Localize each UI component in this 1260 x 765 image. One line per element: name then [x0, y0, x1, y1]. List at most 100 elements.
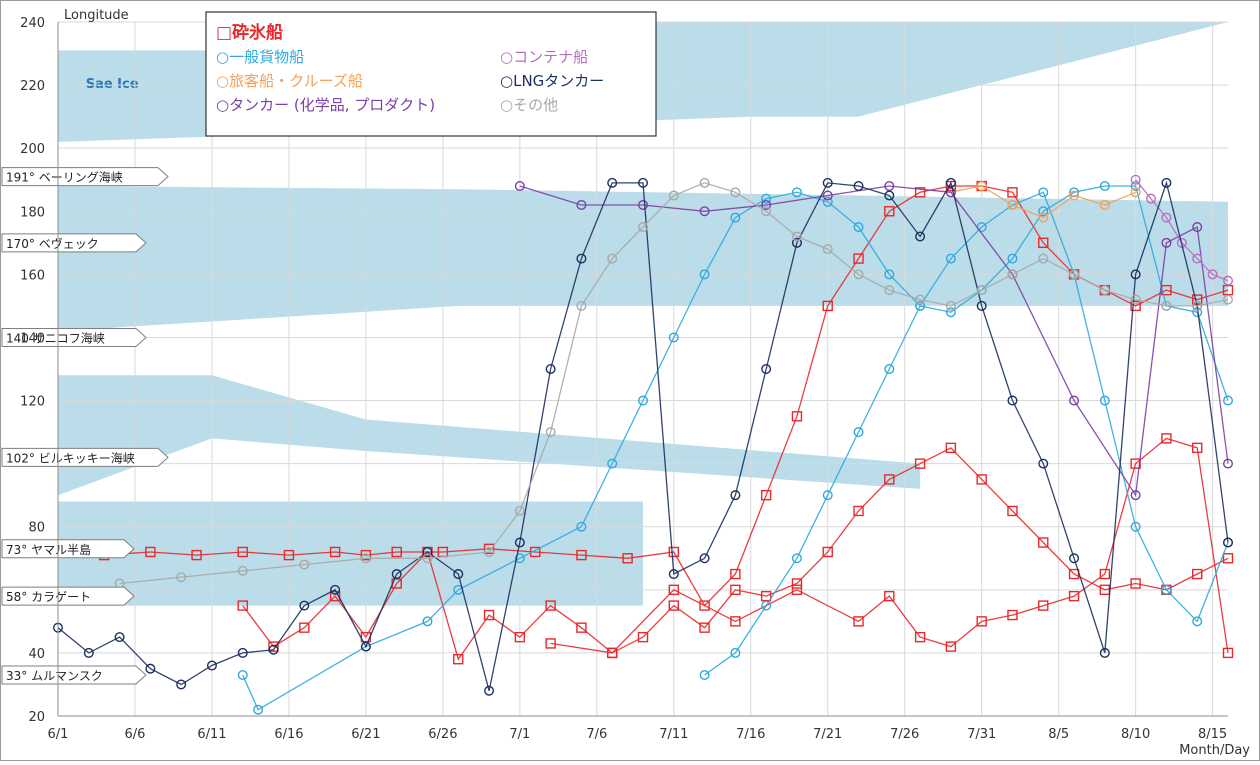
data-point	[638, 395, 649, 406]
data-point	[791, 187, 802, 198]
data-point	[761, 600, 772, 611]
data-point	[1069, 269, 1080, 280]
data-point	[1161, 212, 1172, 223]
data-point	[1161, 237, 1172, 248]
x-tick-label: 7/26	[890, 727, 919, 742]
data-point	[884, 364, 895, 375]
location-marker	[1, 167, 169, 187]
data-point	[853, 181, 864, 192]
data-point	[1099, 647, 1110, 658]
data-point	[237, 546, 248, 558]
data-point	[1222, 294, 1233, 305]
data-point	[730, 568, 741, 580]
x-tick-label: 6/21	[351, 727, 380, 742]
x-tick-label: 6/11	[197, 727, 226, 742]
series-line	[57, 180, 1229, 691]
data-point	[699, 622, 710, 633]
data-point	[1222, 647, 1234, 659]
data-point	[1192, 253, 1203, 264]
data-point	[391, 569, 402, 580]
y-tick-label: 20	[28, 710, 45, 725]
x-tick-label: 7/31	[967, 727, 996, 742]
data-point	[668, 546, 679, 558]
data-point	[668, 190, 679, 201]
data-point	[607, 177, 618, 188]
data-point	[884, 269, 895, 280]
data-point	[391, 546, 402, 558]
data-point	[576, 521, 587, 532]
data-point	[638, 222, 649, 233]
data-point	[945, 253, 956, 264]
data-point	[453, 654, 464, 665]
data-point	[638, 199, 649, 210]
series	[514, 181, 1233, 501]
data-point	[299, 622, 310, 633]
data-point	[822, 300, 833, 312]
data-point	[915, 294, 926, 305]
series-line	[57, 185, 1229, 607]
data-point	[283, 549, 295, 561]
data-point	[791, 578, 803, 589]
data-point	[945, 177, 956, 188]
data-point	[576, 199, 587, 210]
data-point	[1192, 300, 1203, 311]
series-line	[119, 182, 1229, 585]
sea-ice-band	[58, 375, 921, 496]
y-tick-label: 180	[20, 205, 45, 220]
data-point	[176, 679, 187, 690]
data-point	[945, 442, 957, 454]
data-point	[237, 647, 248, 658]
x-tick-label: 7/1	[509, 727, 530, 742]
data-point	[1222, 395, 1233, 406]
sea-ice-band	[58, 186, 1228, 332]
data-point	[760, 489, 772, 501]
y-tick-label: 240	[20, 16, 45, 31]
data-point	[1161, 300, 1172, 311]
data-point	[1099, 199, 1110, 210]
legend-entry: □砕氷船	[216, 22, 283, 43]
data-point	[761, 193, 772, 204]
data-point	[237, 669, 248, 680]
data-point	[668, 332, 679, 343]
data-point	[638, 177, 649, 188]
x-tick-label: 6/26	[428, 727, 457, 742]
y-tick-label: 140	[20, 331, 45, 346]
data-point	[1130, 269, 1141, 280]
data-point	[945, 187, 956, 198]
data-point	[1099, 568, 1111, 580]
data-point	[453, 569, 464, 580]
series-line	[242, 447, 1229, 661]
data-point	[191, 549, 202, 561]
data-point	[576, 549, 587, 561]
data-point	[1130, 187, 1141, 198]
data-point	[607, 458, 618, 469]
data-point	[730, 490, 741, 501]
data-point	[83, 647, 94, 658]
data-point	[884, 181, 895, 192]
legend-entry: ○その他	[500, 96, 558, 114]
data-point	[1207, 269, 1218, 280]
data-point	[1007, 395, 1018, 406]
y-tick-label: 220	[20, 79, 45, 94]
data-point	[699, 669, 710, 680]
data-point	[1222, 275, 1233, 286]
data-point	[822, 190, 833, 201]
legend-entry: ○LNGタンカー	[500, 72, 604, 90]
series	[114, 177, 1233, 589]
y-axis-title: Longitude	[64, 8, 129, 23]
data-point	[145, 663, 156, 674]
series	[53, 177, 1233, 696]
data-point	[915, 300, 926, 311]
data-point	[853, 253, 864, 264]
data-point	[299, 559, 310, 570]
data-point	[791, 411, 803, 422]
data-point	[668, 584, 679, 596]
data-point	[853, 616, 864, 627]
data-point	[976, 300, 987, 311]
data-point	[945, 307, 956, 318]
data-point	[1069, 395, 1080, 406]
data-point	[1192, 442, 1203, 454]
data-point	[1099, 285, 1110, 296]
